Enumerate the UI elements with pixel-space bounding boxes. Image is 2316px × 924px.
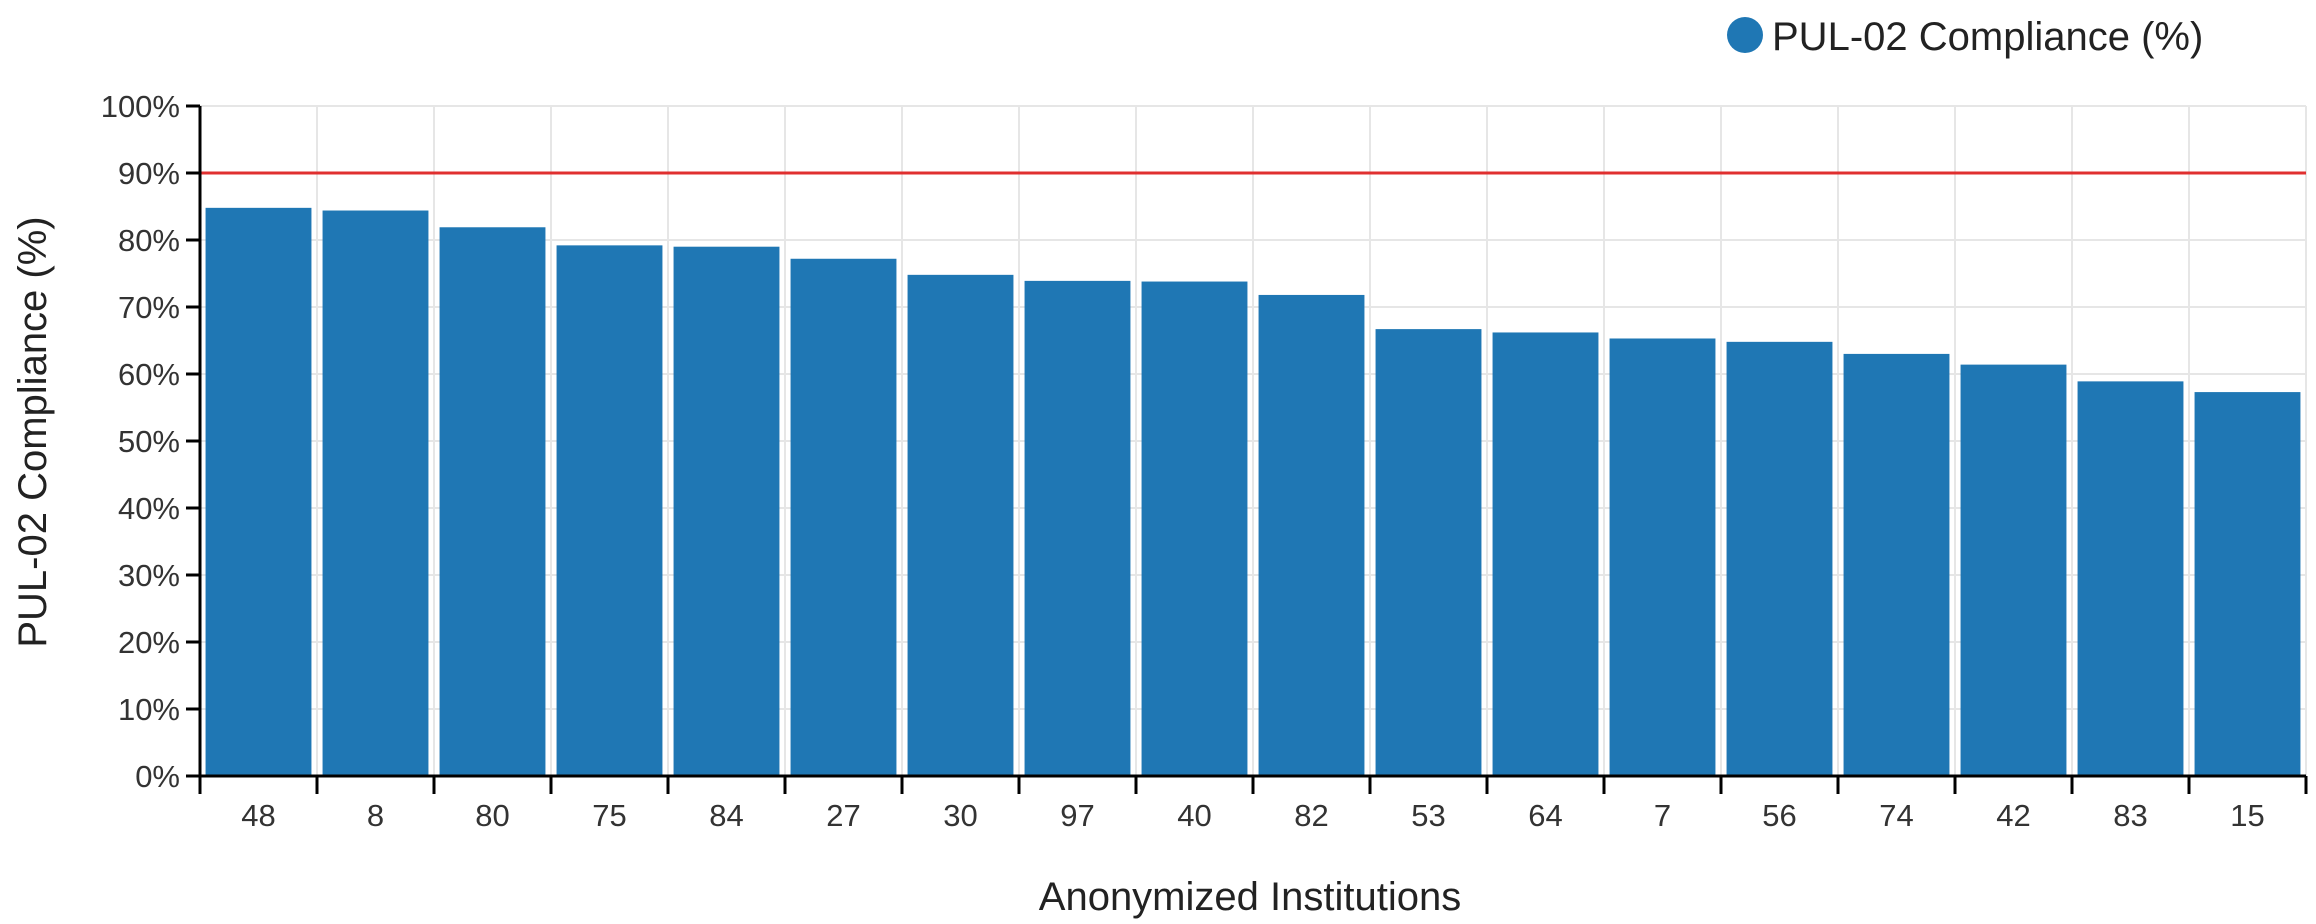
y-axis-title: PUL-02 Compliance (%) bbox=[11, 216, 55, 647]
y-tick-label: 100% bbox=[101, 89, 180, 124]
x-axis-title: Anonymized Institutions bbox=[1039, 875, 1461, 919]
x-tick-label: 15 bbox=[2230, 798, 2264, 833]
x-tick-label: 82 bbox=[1294, 798, 1328, 833]
y-tick-label: 90% bbox=[118, 156, 180, 191]
x-tick-label: 40 bbox=[1177, 798, 1211, 833]
y-tick-label: 80% bbox=[118, 223, 180, 258]
legend-marker bbox=[1727, 17, 1763, 53]
bar[interactable] bbox=[907, 274, 1014, 776]
bar[interactable] bbox=[1609, 338, 1716, 776]
x-tick-label: 48 bbox=[241, 798, 275, 833]
x-tick-label: 83 bbox=[2113, 798, 2147, 833]
x-tick-label: 42 bbox=[1996, 798, 2030, 833]
legend-label: PUL-02 Compliance (%) bbox=[1772, 15, 2203, 59]
y-tick-label: 0% bbox=[135, 759, 180, 794]
bar[interactable] bbox=[1141, 281, 1248, 776]
y-tick-label: 50% bbox=[118, 424, 180, 459]
bar[interactable] bbox=[1492, 332, 1599, 776]
bar[interactable] bbox=[2194, 392, 2301, 776]
y-tick-label: 70% bbox=[118, 290, 180, 325]
tick-labels: 0%10%20%30%40%50%60%70%80%90%100%48 8 80 75… bbox=[101, 89, 2265, 833]
x-tick-label: 74 bbox=[1879, 798, 1913, 833]
y-tick-label: 10% bbox=[118, 692, 180, 727]
y-tick-label: 30% bbox=[118, 558, 180, 593]
bar[interactable] bbox=[1726, 341, 1833, 776]
x-tick-label: 8 bbox=[367, 798, 384, 833]
x-tick-label: 75 bbox=[592, 798, 626, 833]
bar[interactable] bbox=[2077, 381, 2184, 776]
bar[interactable] bbox=[1843, 353, 1950, 776]
legend[interactable]: PUL-02 Compliance (%) bbox=[1727, 15, 2203, 59]
bar[interactable] bbox=[439, 227, 546, 776]
y-tick-label: 20% bbox=[118, 625, 180, 660]
y-tick-label: 40% bbox=[118, 491, 180, 526]
x-tick-label: 80 bbox=[475, 798, 509, 833]
bar[interactable] bbox=[322, 210, 429, 776]
bar[interactable] bbox=[790, 258, 897, 776]
y-tick-label: 60% bbox=[118, 357, 180, 392]
x-tick-label: 64 bbox=[1528, 798, 1562, 833]
bars bbox=[205, 207, 2301, 777]
bar[interactable] bbox=[673, 246, 780, 776]
x-tick-label: 7 bbox=[1654, 798, 1671, 833]
bar[interactable] bbox=[205, 207, 312, 777]
bar[interactable] bbox=[556, 245, 663, 777]
bar[interactable] bbox=[1375, 329, 1482, 776]
x-tick-label: 97 bbox=[1060, 798, 1094, 833]
bar[interactable] bbox=[1258, 294, 1365, 776]
bar[interactable] bbox=[1960, 364, 2067, 776]
x-tick-label: 84 bbox=[709, 798, 743, 833]
bar[interactable] bbox=[1024, 280, 1131, 776]
x-tick-label: 56 bbox=[1762, 798, 1796, 833]
x-tick-label: 53 bbox=[1411, 798, 1445, 833]
axes bbox=[186, 104, 2308, 794]
x-tick-label: 30 bbox=[943, 798, 977, 833]
x-tick-label: 27 bbox=[826, 798, 860, 833]
